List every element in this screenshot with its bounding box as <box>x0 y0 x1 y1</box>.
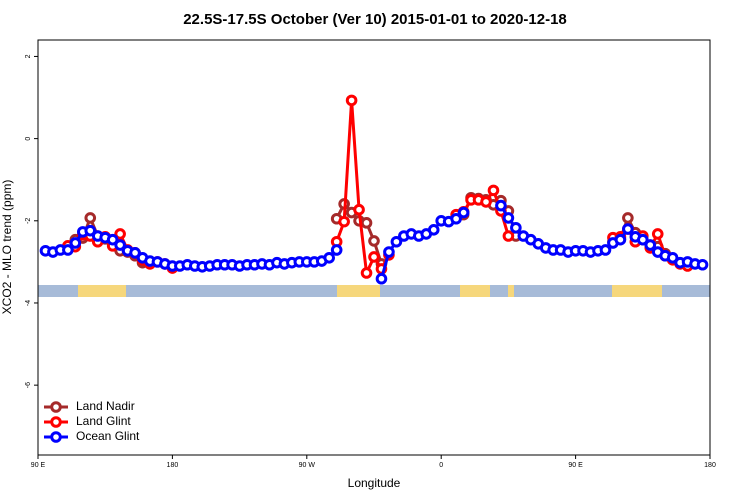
data-point <box>383 246 395 258</box>
series-line <box>335 98 391 275</box>
data-point <box>114 228 126 240</box>
data-point <box>84 212 97 224</box>
series <box>39 199 709 285</box>
data-point <box>360 267 373 279</box>
data-point <box>502 230 515 242</box>
data-point <box>368 235 380 247</box>
legend-item: Land Glint <box>44 414 131 428</box>
data-point <box>330 244 343 256</box>
data-point <box>487 184 500 197</box>
data-point <box>502 212 515 224</box>
data-point <box>129 247 141 259</box>
legend-marker <box>50 416 62 428</box>
legend-label: Ocean Glint <box>76 429 140 443</box>
data-point <box>614 233 627 246</box>
data-point <box>651 228 664 240</box>
data-point <box>450 212 462 225</box>
legend-marker <box>50 401 62 413</box>
data-point <box>599 244 612 256</box>
x-tick-label: 90 E <box>31 462 46 469</box>
y-tick-label: 0 <box>25 137 32 141</box>
data-point <box>427 224 440 236</box>
data-point <box>696 258 709 271</box>
y-axis-label: XCO2 - MLO trend (ppm) <box>0 180 14 315</box>
data-point <box>345 94 358 107</box>
data-point <box>644 239 657 251</box>
data-point <box>360 217 373 229</box>
data-point <box>480 196 492 208</box>
data-point <box>62 244 74 256</box>
y-tick-label: -4 <box>25 300 32 306</box>
plot-frame <box>37 39 711 456</box>
data-point <box>368 251 380 263</box>
data-point <box>495 199 507 212</box>
data-point <box>637 233 649 246</box>
x-tick-label: 90 W <box>299 462 316 469</box>
chart-title: 22.5S-17.5S October (Ver 10) 2015-01-01 … <box>183 11 567 28</box>
data-point <box>666 251 679 264</box>
x-tick-label: 180 <box>704 462 716 469</box>
data-point <box>622 212 634 224</box>
legend-label: Land Nadir <box>76 399 135 413</box>
x-tick-label: 180 <box>167 462 179 469</box>
data-point <box>353 203 365 216</box>
data-point <box>338 215 350 228</box>
x-axis-label: Longitude <box>348 476 401 490</box>
legend-label: Land Glint <box>76 414 131 428</box>
land-strip <box>78 285 662 297</box>
data-point <box>69 237 82 249</box>
y-tick-label: -2 <box>25 218 32 224</box>
legend-item: Ocean Glint <box>44 429 140 443</box>
data-point <box>375 272 388 285</box>
data-point <box>106 233 119 246</box>
data-point <box>457 206 470 219</box>
y-tick-label: 2 <box>25 54 32 58</box>
data-point <box>84 224 97 237</box>
data-point <box>114 239 126 251</box>
legend-marker <box>50 431 62 443</box>
x-tick-label: 90 E <box>568 462 583 469</box>
data-point <box>390 235 403 248</box>
y-tick-label: -6 <box>25 382 32 388</box>
x-tick-label: 0 <box>439 462 443 469</box>
data-point <box>323 251 336 264</box>
legend-item: Land Nadir <box>44 399 135 413</box>
data-point <box>622 223 634 235</box>
data-point <box>510 221 522 234</box>
